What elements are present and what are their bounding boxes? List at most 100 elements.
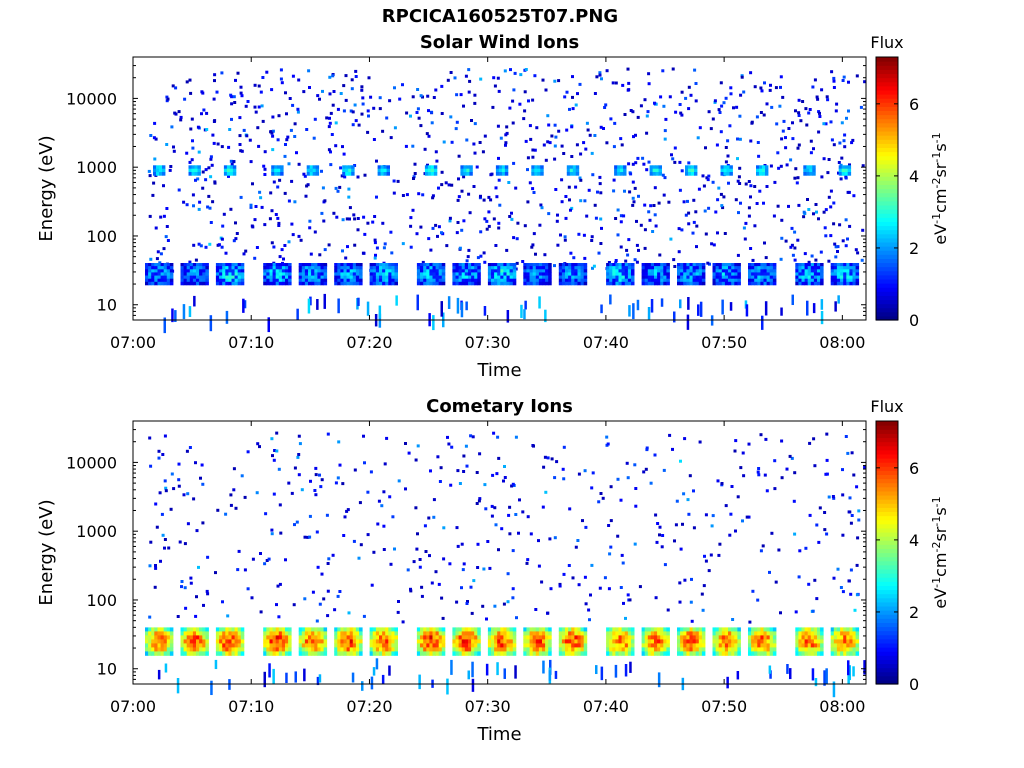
- count-pixel: [270, 88, 274, 92]
- burst-cell: [760, 635, 764, 640]
- count-pixel: [293, 135, 297, 138]
- count-pixel: [295, 151, 298, 155]
- count-pixel: [210, 680, 213, 696]
- panel-cometary-ions: 07:00 07:10 07:20 07:30 07:40 07:50 08:0010100…: [36, 396, 950, 745]
- count-pixel: [759, 433, 763, 437]
- burst-cell: [657, 651, 661, 656]
- count-pixel: [533, 74, 537, 78]
- count-pixel: [263, 671, 266, 688]
- count-pixel: [619, 220, 623, 224]
- burst-cell: [760, 278, 764, 283]
- count-pixel: [496, 76, 500, 80]
- burst-cell: [558, 272, 563, 276]
- count-pixel: [827, 195, 831, 199]
- burst-cell: [606, 278, 610, 283]
- burst-cell: [568, 281, 572, 286]
- burst-cell: [650, 635, 655, 640]
- count-pixel: [158, 491, 162, 495]
- burst-cell: [205, 281, 209, 286]
- count-pixel: [366, 130, 370, 134]
- burst-cell: [701, 266, 706, 270]
- count-pixel: [679, 459, 682, 463]
- burst-cell: [532, 275, 537, 280]
- count-pixel: [639, 223, 643, 227]
- count-pixel: [558, 582, 562, 586]
- burst-cell: [843, 281, 847, 286]
- colorbar-step: [876, 622, 898, 628]
- burst-cell: [461, 635, 466, 640]
- burst-cell: [571, 263, 575, 267]
- burst-cell: [580, 266, 585, 270]
- burst-cell: [461, 627, 466, 632]
- count-pixel: [486, 540, 490, 543]
- burst-cell: [833, 647, 838, 652]
- burst-cell: [145, 263, 149, 267]
- burst-cell: [545, 635, 549, 640]
- burst-cell: [388, 278, 392, 283]
- burst-cell: [751, 272, 755, 276]
- count-pixel: [784, 239, 788, 243]
- burst-cell: [756, 172, 760, 176]
- burst-7: [369, 627, 398, 656]
- count-pixel: [188, 446, 192, 449]
- burst-cell: [583, 272, 588, 276]
- count-pixel: [276, 138, 280, 142]
- burst-cell: [497, 275, 501, 280]
- burst-cell: [438, 263, 443, 267]
- count-pixel: [475, 471, 479, 474]
- count-pixel: [763, 241, 766, 245]
- burst-cell: [532, 647, 537, 652]
- count-pixel: [706, 261, 710, 265]
- burst-cell: [160, 281, 165, 286]
- burst-cell: [548, 651, 552, 656]
- count-pixel: [191, 193, 195, 197]
- count-pixel: [191, 146, 195, 150]
- burst-cell: [772, 635, 777, 640]
- burst-cell: [695, 651, 700, 656]
- count-pixel: [267, 317, 270, 333]
- burst-cell: [748, 275, 752, 280]
- burst-cell: [813, 639, 818, 644]
- count-pixel: [349, 109, 353, 113]
- burst-cell: [274, 172, 278, 176]
- burst-cell: [712, 639, 716, 644]
- burst-cell: [540, 172, 544, 176]
- burst-cell: [240, 281, 245, 286]
- burst-cell: [183, 643, 188, 648]
- burst-cell: [503, 643, 507, 648]
- x-tick-label: 07:00: [110, 333, 156, 352]
- burst-cell: [558, 647, 563, 652]
- burst-cell: [277, 165, 281, 169]
- burst-cell: [229, 172, 234, 176]
- burst-cell: [166, 651, 171, 656]
- burst-cell: [817, 269, 821, 273]
- burst-cell: [455, 275, 459, 280]
- burst-cell: [311, 272, 315, 276]
- colorbar-step: [876, 122, 898, 128]
- burst-cell: [624, 647, 629, 652]
- burst-cell: [463, 172, 467, 176]
- burst-cell: [186, 278, 191, 283]
- burst-cell: [474, 278, 478, 283]
- count-pixel: [239, 91, 243, 95]
- burst-cell: [718, 635, 723, 640]
- count-pixel: [814, 203, 818, 206]
- count-pixel: [271, 129, 275, 133]
- burst-cell: [452, 635, 456, 640]
- burst-cell: [644, 281, 649, 286]
- burst-cell: [288, 281, 292, 286]
- burst-cell: [685, 168, 689, 173]
- count-pixel: [596, 190, 599, 194]
- burst-cell: [677, 272, 681, 276]
- burst-cell: [852, 272, 856, 276]
- burst-cell: [558, 643, 563, 648]
- count-pixel: [416, 107, 420, 111]
- colorbar-step: [876, 291, 898, 296]
- colorbar-step: [876, 229, 898, 235]
- count-pixel: [827, 495, 831, 499]
- colorbar-step: [876, 278, 898, 284]
- burst-cell: [614, 165, 618, 169]
- colorbar-step: [876, 503, 898, 508]
- burst-cell: [416, 269, 421, 273]
- burst-cell: [692, 266, 697, 270]
